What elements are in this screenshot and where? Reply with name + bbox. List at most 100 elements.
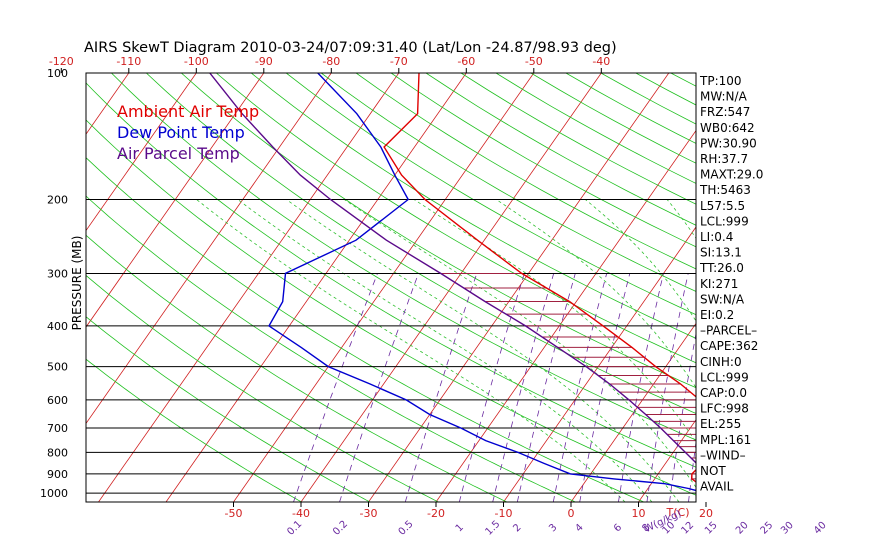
index-item: SI:13.1: [700, 246, 742, 260]
index-item: TP:100: [699, 74, 742, 88]
dry-adiabat-line: [86, 274, 439, 502]
dry-adiabat-line: [86, 119, 696, 496]
temp-unit-label: T(C): [666, 506, 690, 519]
isotherm-line: [774, 73, 870, 502]
mixing-ratio-label: 12: [679, 520, 696, 537]
dry-adiabat-line: [86, 316, 371, 502]
top-temp-tick-label: -100: [184, 55, 209, 68]
dry-adiabat-line: [320, 73, 696, 292]
pressure-tick-label: 700: [47, 422, 68, 435]
mixing-ratio-label: 1: [454, 522, 466, 534]
isotherm-line: [233, 73, 535, 502]
isotherm-line: [86, 73, 130, 135]
index-item: SW:N/A: [700, 292, 745, 306]
moist-adiabat-line: [344, 199, 696, 488]
top-temp-tick-label: -40: [592, 55, 610, 68]
dry-adiabat-line: [846, 73, 870, 502]
index-item: CAPE:362: [700, 339, 758, 353]
index-item: LI:0.4: [700, 230, 733, 244]
index-item: WB0:642: [700, 121, 755, 135]
isotherm-line: [841, 73, 870, 502]
dry-adiabat-line: [86, 358, 302, 502]
index-item: PW:30.90: [700, 136, 757, 150]
mixing-ratio-label: 4: [573, 522, 585, 534]
isotherm-line: [638, 419, 696, 502]
chart-title: AIRS SkewT Diagram 2010-03-24/07:09:31.4…: [84, 40, 617, 56]
air-parcel-temp-line: [209, 73, 696, 464]
y-axis-label: PRESSURE (MB): [70, 236, 84, 331]
ambient-air-temp-line: [383, 73, 696, 483]
mixing-ratio-label: 2: [511, 522, 523, 534]
moist-adiabat-line: [237, 199, 653, 502]
mixing-ratio-label: 0.5: [397, 519, 416, 538]
dry-adiabat-line: [216, 73, 696, 364]
pressure-tick-label: 600: [47, 394, 68, 407]
isotherm-line: [435, 129, 696, 502]
mixing-ratio-line: [646, 273, 689, 502]
dry-adiabat-line: [250, 73, 696, 339]
top-temp-tick-label: -80: [322, 55, 340, 68]
dew-point-temp-line: [268, 73, 696, 492]
dry-adiabat-line: [390, 73, 696, 248]
dry-adiabat-line: [181, 73, 696, 389]
dry-adiabat-line: [86, 234, 508, 502]
mixing-ratio-label: 0.2: [331, 519, 350, 538]
temp-tick-label: -10: [495, 507, 513, 520]
legend-ambient-air-temp: Ambient Air Temp: [117, 102, 259, 121]
dry-adiabat-line: [86, 157, 644, 502]
pressure-tick-label: 1000: [40, 487, 68, 500]
isotherm-line: [368, 73, 670, 502]
index-item: CINH:0: [700, 355, 742, 369]
temp-tick-label: 0: [568, 507, 575, 520]
mixing-ratio-line: [822, 273, 839, 502]
index-item: LFC:998: [700, 402, 749, 416]
mixing-ratio-label: 20: [734, 520, 751, 537]
mixing-ratio-line: [293, 273, 378, 502]
legend: Ambient Air Temp Dew Point Temp Air Parc…: [117, 102, 259, 163]
pressure-tick-label: 800: [47, 446, 68, 459]
pressure-tick-label: 200: [47, 193, 68, 206]
isotherm-line: [0, 73, 61, 502]
pressure-tick-label: 900: [47, 468, 68, 481]
dry-adiabat-line: [776, 73, 870, 502]
mixing-ratio-line: [768, 273, 793, 502]
mixing-ratio-line: [789, 273, 811, 502]
dry-adiabat-line: [460, 73, 696, 205]
top-temp-tick-label: -120: [49, 55, 74, 68]
temp-tick-label: -20: [427, 507, 445, 520]
isotherm-line: [570, 322, 696, 502]
mixing-ratio-line: [618, 273, 664, 502]
index-item: NOT: [700, 464, 726, 478]
index-item: AVAIL: [700, 480, 734, 494]
dry-adiabat-line: [495, 73, 696, 184]
pressure-tick-label: 100: [47, 67, 68, 80]
plot-frame: [85, 72, 697, 503]
top-temp-tick-label: -50: [525, 55, 543, 68]
index-item: CAP:0.0: [700, 386, 747, 400]
index-item: MPL:161: [700, 433, 751, 447]
index-item: TT:26.0: [699, 261, 744, 275]
dry-adiabat-line: [86, 82, 696, 468]
moist-adiabat-line: [413, 199, 696, 443]
dry-adiabat-line: [741, 73, 870, 502]
mixing-ratio-label: 40: [812, 520, 829, 537]
temp-tick-label: 10: [632, 507, 646, 520]
index-item: LCL:999: [700, 370, 749, 384]
plot-area: [0, 73, 870, 502]
top-temp-tick-label: -90: [255, 55, 273, 68]
index-item: MW:N/A: [700, 90, 748, 104]
pressure-tick-label: 300: [47, 267, 68, 280]
top-temp-tick-label: -110: [116, 55, 141, 68]
isotherm-line: [300, 73, 602, 502]
mixing-ratio-line: [743, 273, 771, 502]
dry-adiabat-line: [86, 195, 576, 502]
legend-dew-point-temp: Dew Point Temp: [117, 123, 245, 142]
mixing-ratio-label: 3: [547, 522, 559, 534]
mixing-ratio-line: [458, 273, 525, 502]
index-item: KI:271: [700, 277, 738, 291]
top-temp-tick-label: -70: [390, 55, 408, 68]
pressure-tick-label: 500: [47, 361, 68, 374]
mixing-ratio-line: [492, 273, 555, 502]
